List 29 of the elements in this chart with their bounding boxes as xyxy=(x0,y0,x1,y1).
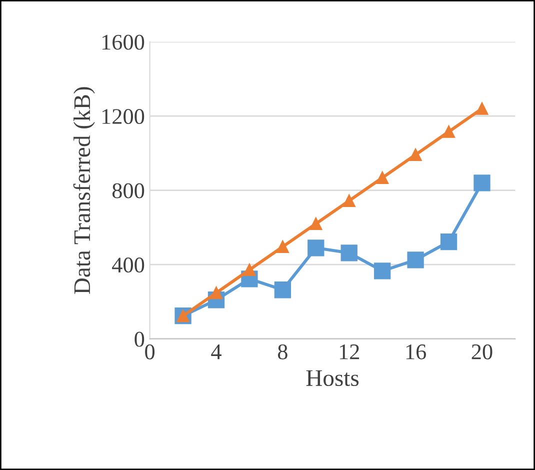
point xyxy=(342,194,356,207)
x-tick-label: 20 xyxy=(472,344,492,360)
x-tick-label: 0 xyxy=(145,344,155,360)
x-tick-label: 16 xyxy=(406,344,426,360)
y-tick-label: 800 xyxy=(112,183,144,198)
y-tick-label: 0 xyxy=(134,332,144,347)
point xyxy=(276,240,289,254)
point xyxy=(310,218,322,230)
point xyxy=(407,252,424,268)
point xyxy=(340,244,358,262)
x-axis-title: Hosts xyxy=(306,370,359,386)
x-tick-label: 8 xyxy=(278,344,288,360)
point xyxy=(474,174,490,192)
point xyxy=(210,286,222,300)
point xyxy=(409,148,422,161)
y-tick-label: 1600 xyxy=(102,34,144,50)
point xyxy=(376,171,389,184)
point xyxy=(243,264,256,276)
x-tick-label: 4 xyxy=(211,344,222,360)
point xyxy=(442,125,456,138)
x-tick-label: 12 xyxy=(340,344,359,360)
point xyxy=(274,282,292,298)
y-tick-label: 1200 xyxy=(102,109,144,124)
point xyxy=(308,240,324,256)
point xyxy=(374,262,391,280)
y-tick-label: 400 xyxy=(112,258,144,273)
point xyxy=(476,102,488,115)
point xyxy=(440,233,458,250)
y-axis-title: Data Transferred (kB) xyxy=(73,87,95,294)
